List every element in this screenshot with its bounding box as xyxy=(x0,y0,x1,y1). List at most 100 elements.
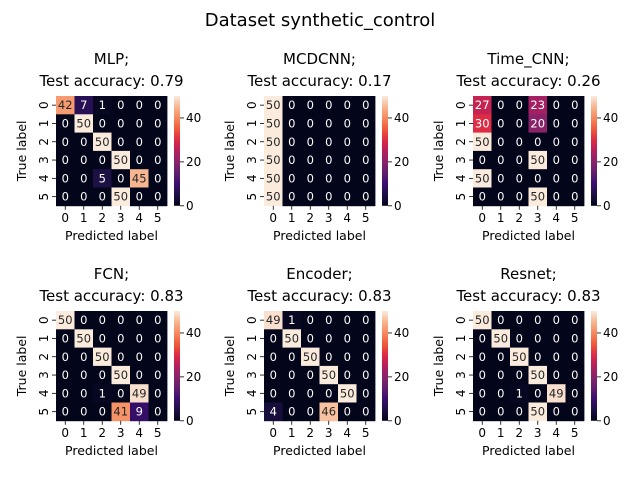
heatmap-cell xyxy=(301,132,320,152)
cell-value-label: 50 xyxy=(76,331,91,345)
heatmap-cell xyxy=(319,114,339,133)
y-tick-label: 4 xyxy=(37,175,51,183)
heatmap-cell xyxy=(111,114,131,133)
cell-value-label: 0 xyxy=(344,368,351,382)
heatmap-cell xyxy=(528,132,548,152)
cell-value-label: 0 xyxy=(288,368,295,382)
heatmap-cell xyxy=(473,96,492,115)
heatmap-cell xyxy=(111,132,131,152)
heatmap-cell xyxy=(264,402,283,422)
heatmap-cell xyxy=(510,169,529,188)
heatmap-cell xyxy=(491,329,511,348)
heatmap-cell xyxy=(473,329,492,348)
cell-value-label: 45 xyxy=(132,171,147,185)
heatmap-cell xyxy=(74,150,94,170)
heatmap-cell xyxy=(491,365,511,385)
cell-value-label: 0 xyxy=(154,98,161,112)
y-tick-label: 4 xyxy=(454,390,468,398)
heatmap-cell xyxy=(319,384,339,403)
heatmap-cell xyxy=(356,150,376,170)
cell-value-label: 0 xyxy=(516,116,523,130)
heatmap-cell xyxy=(93,384,112,403)
heatmap-cell xyxy=(510,402,529,422)
x-tick-label: 3 xyxy=(534,211,542,225)
heatmap-cell xyxy=(491,347,511,367)
heatmap-cell xyxy=(473,384,492,403)
cell-value-label: 0 xyxy=(80,405,87,419)
heatmap-cell xyxy=(56,96,75,115)
y-tick-label: 1 xyxy=(37,120,51,128)
cell-value-label: 0 xyxy=(553,368,560,382)
heatmap-cell xyxy=(74,384,94,403)
heatmap-cell xyxy=(491,169,511,188)
heatmap-cell xyxy=(473,132,492,152)
colorbar-tick-label: 40 xyxy=(603,111,618,125)
cell-value-label: 0 xyxy=(307,331,314,345)
heatmap-cell xyxy=(111,187,131,207)
heatmap-cell xyxy=(282,384,302,403)
colorbar-tick-label: 20 xyxy=(394,155,409,169)
cell-value-label: 0 xyxy=(99,368,106,382)
heatmap-cell xyxy=(491,114,511,133)
panel-title-accuracy: Test accuracy: 0.17 xyxy=(246,72,391,90)
cell-value-label: 0 xyxy=(117,98,124,112)
cell-value-label: 0 xyxy=(307,386,314,400)
cell-value-label: 0 xyxy=(307,368,314,382)
cell-value-label: 0 xyxy=(553,135,560,149)
heatmap-cell xyxy=(301,402,320,422)
heatmap-cell xyxy=(547,150,566,170)
cell-value-label: 0 xyxy=(344,98,351,112)
heatmap-cell xyxy=(528,329,548,348)
cell-value-label: 0 xyxy=(362,350,369,364)
cell-value-label: 0 xyxy=(362,98,369,112)
heatmap-cell xyxy=(130,402,149,422)
heatmap-cell xyxy=(282,329,302,348)
y-tick-label: 2 xyxy=(245,353,259,361)
heatmap-cell xyxy=(473,150,492,170)
x-axis-label: Predicted label xyxy=(482,443,575,458)
heatmap-cell xyxy=(301,169,320,188)
heatmap-cell xyxy=(510,347,529,367)
heatmap-cell xyxy=(547,384,566,403)
heatmap-cell xyxy=(301,329,320,348)
heatmap-cell xyxy=(148,329,168,348)
cell-value-label: 0 xyxy=(479,386,486,400)
cell-value-label: 50 xyxy=(530,190,545,204)
heatmap-cell xyxy=(547,114,566,133)
cell-value-label: 0 xyxy=(497,116,504,130)
heatmap-cell xyxy=(148,132,168,152)
cell-value-label: 50 xyxy=(512,350,527,364)
cell-value-label: 27 xyxy=(475,98,490,112)
heatmap-cell xyxy=(338,365,357,385)
cell-value-label: 0 xyxy=(154,153,161,167)
cell-value-label: 0 xyxy=(497,350,504,364)
heatmap-cell xyxy=(301,96,320,115)
cell-value-label: 50 xyxy=(340,386,355,400)
heatmap-cell xyxy=(510,365,529,385)
heatmap-cell xyxy=(264,132,283,152)
cell-value-label: 0 xyxy=(62,153,69,167)
heatmap-cell xyxy=(473,311,492,330)
y-tick-label: 2 xyxy=(454,353,468,361)
x-tick-label: 4 xyxy=(552,211,560,225)
cell-value-label: 0 xyxy=(344,153,351,167)
cell-value-label: 0 xyxy=(516,368,523,382)
cell-value-label: 50 xyxy=(58,313,73,327)
cell-value-label: 0 xyxy=(99,153,106,167)
heatmap-cell xyxy=(148,187,168,207)
heatmap-cell xyxy=(282,347,302,367)
heatmap-cell xyxy=(301,187,320,207)
heatmap-cell xyxy=(264,311,283,330)
heatmap-cell xyxy=(547,132,566,152)
cell-value-label: 0 xyxy=(571,350,578,364)
heatmap-cell xyxy=(528,347,548,367)
panel-title-model: MCDCNN; xyxy=(283,50,356,68)
heatmap-cell xyxy=(264,114,283,133)
heatmap-cell xyxy=(56,365,75,385)
heatmap-cell xyxy=(547,187,566,207)
cell-value-label: 0 xyxy=(307,153,314,167)
heatmap-cell xyxy=(56,329,75,348)
x-axis-label: Predicted label xyxy=(482,228,575,243)
heatmap-cell xyxy=(93,169,112,188)
